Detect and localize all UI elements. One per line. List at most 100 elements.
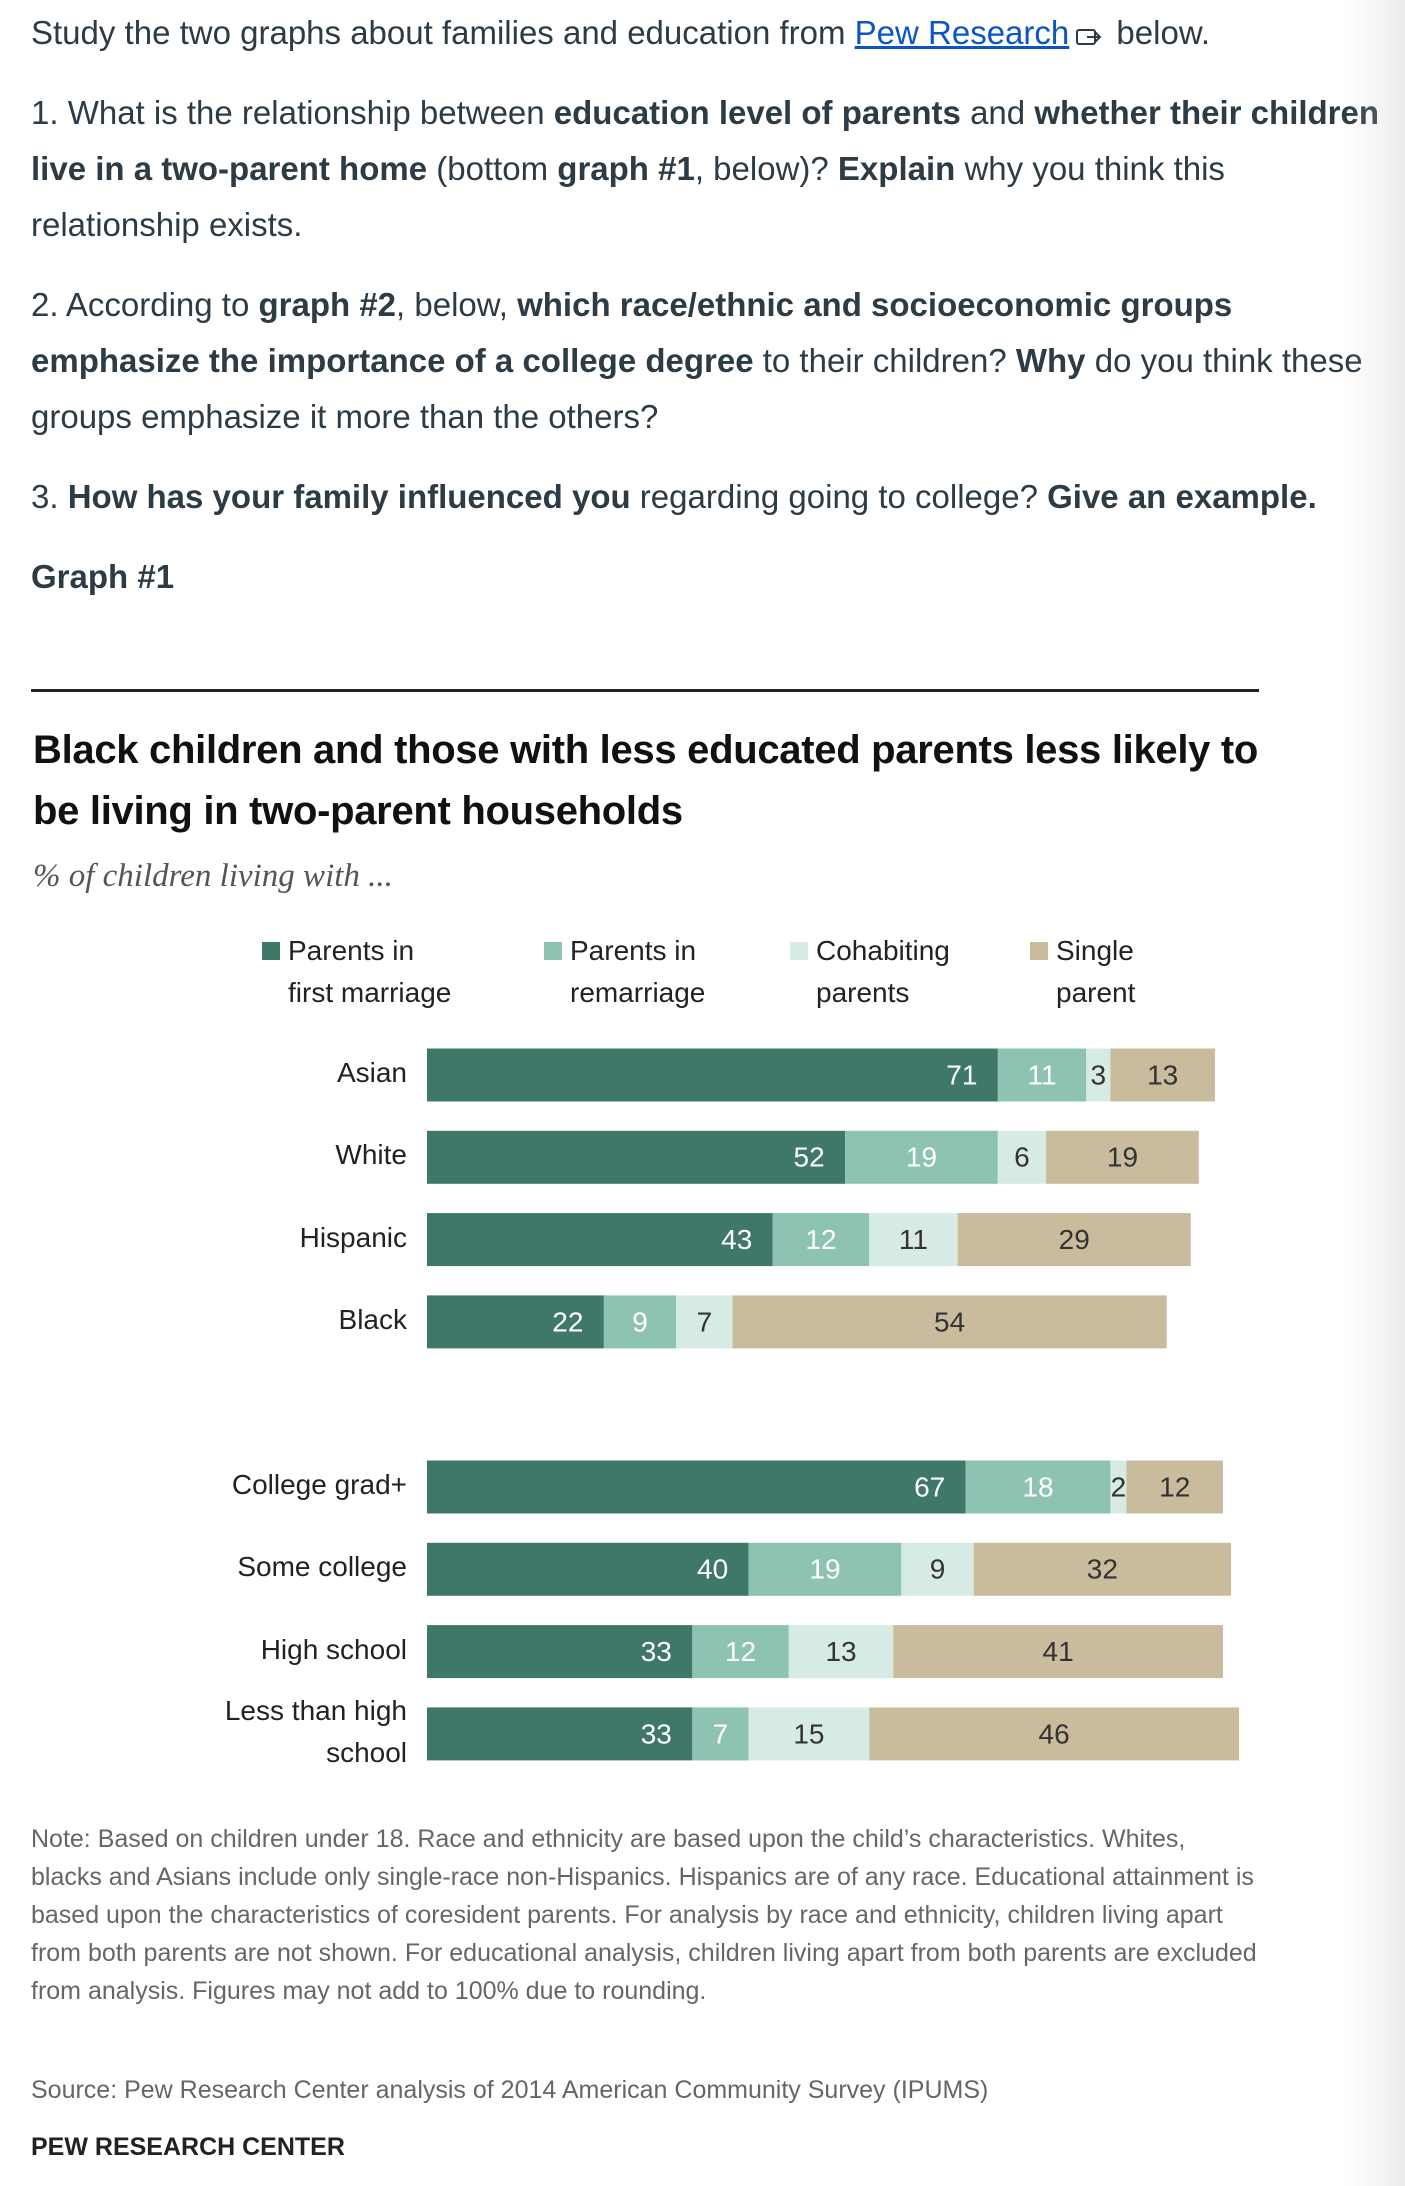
bar-segment	[427, 1213, 773, 1267]
legend-label: Parents in first marriage	[288, 935, 452, 1008]
chart-title: Black children and those with less educa…	[33, 728, 1259, 833]
bar-segment	[427, 1625, 693, 1679]
bar-segment	[1110, 1048, 1215, 1102]
legend-item: Parents in first marriage	[262, 930, 460, 1014]
value-label: 13	[1147, 1059, 1178, 1090]
bar-segment	[997, 1130, 1047, 1184]
text: regarding going to college?	[630, 478, 1048, 515]
bar-segment	[997, 1048, 1087, 1102]
bar-segment	[1046, 1130, 1199, 1184]
bar-segment	[427, 1460, 966, 1514]
note: Note: Based on children under 18. Race a…	[31, 1825, 1257, 2005]
value-label: 19	[809, 1554, 840, 1585]
text: , below)?	[694, 150, 838, 187]
legend-item: Cohabiting parents	[790, 930, 1016, 1014]
value-label: 71	[946, 1059, 977, 1090]
bar-segment	[893, 1625, 1223, 1679]
value-label: 22	[552, 1306, 583, 1337]
value-label: 9	[930, 1554, 946, 1585]
text: (bottom	[427, 150, 558, 187]
value-label: 41	[1043, 1636, 1074, 1667]
value-label: 7	[697, 1306, 713, 1337]
legend-label: Cohabiting parents	[816, 935, 950, 1008]
value-label: 32	[1087, 1554, 1118, 1585]
category-label: Black	[338, 1303, 407, 1335]
questions: 1. What is the relationship between educ…	[31, 85, 1386, 525]
category-label: College grad+	[231, 1469, 407, 1500]
bar-segment	[772, 1213, 870, 1267]
intro: Study the two graphs about families and …	[31, 5, 1386, 61]
legend-swatch	[544, 942, 562, 960]
footer: PEW RESEARCH CENTER	[31, 2133, 345, 2161]
chart-subtitle: % of children living with ...	[33, 858, 393, 894]
value-label: 12	[805, 1224, 836, 1255]
bar-segment	[788, 1625, 894, 1679]
bar-segment	[869, 1707, 1240, 1761]
value-label: 13	[825, 1636, 856, 1667]
question: 2. According to graph #2, below, which r…	[31, 277, 1386, 445]
bar-segment	[1086, 1048, 1111, 1102]
text: why you think this relationship exists.	[31, 150, 1225, 243]
text: Study the two graphs about families and …	[31, 14, 855, 51]
bar-segment	[973, 1542, 1231, 1596]
bar-segment	[1110, 1460, 1127, 1514]
value-label: 3	[1091, 1059, 1107, 1090]
value-label: 54	[934, 1306, 965, 1337]
value-label: 52	[794, 1142, 825, 1173]
value-label: 7	[713, 1718, 729, 1749]
legend-label: Single parent	[1056, 935, 1136, 1008]
category-label: High school	[260, 1633, 407, 1665]
bold-text: graph #1	[557, 150, 695, 187]
bar-segment	[869, 1213, 958, 1267]
bar-segment	[692, 1707, 749, 1761]
bold-text: Give an example.	[1047, 478, 1317, 515]
scroll-shadow	[1345, 0, 1405, 2186]
legend-swatch	[790, 942, 808, 960]
value-label: 67	[914, 1471, 945, 1502]
value-label: 19	[906, 1142, 937, 1173]
bar-segment	[676, 1295, 733, 1349]
value-label: 11	[899, 1224, 928, 1255]
source: Source: Pew Research Center analysis of …	[31, 2076, 989, 2104]
bar-segment	[1126, 1460, 1223, 1514]
document: Study the two graphs about families and …	[31, 5, 1386, 629]
bar-segment	[901, 1542, 974, 1596]
text: do you think these groups emphasize it m…	[31, 342, 1363, 435]
value-label: 40	[697, 1554, 728, 1585]
bar-segment	[603, 1295, 677, 1349]
bar-segment	[427, 1048, 998, 1102]
bar-segment	[748, 1707, 870, 1761]
value-label: 11	[1028, 1059, 1057, 1090]
text: below.	[1107, 14, 1211, 51]
text: to their children?	[753, 342, 1016, 379]
category-label: Asian	[336, 1057, 407, 1088]
bold-text: whether their children live in a two-par…	[31, 94, 1380, 187]
value-label: 33	[641, 1718, 672, 1749]
external-link-icon	[1076, 29, 1102, 45]
legend-item: Single parent	[1030, 930, 1186, 1014]
value-label: 12	[1159, 1471, 1190, 1502]
bar-segment	[732, 1295, 1167, 1349]
bar-segment	[748, 1542, 902, 1596]
text: 1. What is the relationship between	[31, 94, 554, 131]
value-label: 43	[721, 1224, 752, 1255]
category-label: White	[335, 1139, 407, 1171]
legend-swatch	[1030, 942, 1048, 960]
category-label: Hispanic	[299, 1221, 407, 1253]
category-label: Less than high school	[224, 1694, 407, 1768]
category-label: Some college	[237, 1551, 407, 1583]
bar-segment	[692, 1625, 789, 1679]
bar-segment	[427, 1295, 604, 1349]
value-label: 12	[725, 1636, 756, 1667]
value-label: 33	[641, 1636, 672, 1667]
divider	[31, 689, 1259, 692]
bold-text: How has your family influenced you	[67, 478, 631, 515]
legend-item: Parents in remarriage	[544, 930, 770, 1014]
bold-text: Explain	[837, 150, 956, 187]
value-label: 29	[1059, 1224, 1090, 1255]
link[interactable]: Pew Research	[854, 14, 1070, 51]
text: 3.	[31, 478, 68, 515]
legend-label: Parents in remarriage	[570, 935, 706, 1008]
